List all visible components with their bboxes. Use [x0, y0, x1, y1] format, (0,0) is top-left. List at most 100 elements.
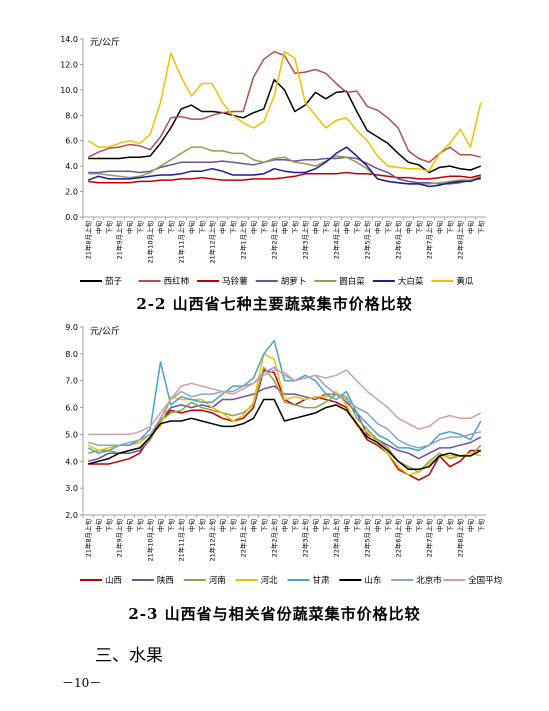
- y-axis-unit-label: 元/公斤: [90, 326, 120, 337]
- x-tick-label: 中旬: [280, 221, 289, 235]
- x-tick-label: 下旬: [228, 519, 237, 533]
- x-tick-label: 下旬: [166, 221, 175, 235]
- x-tick-label: 中旬: [249, 519, 258, 533]
- x-tick-label: 21年10月上旬: [146, 221, 155, 264]
- x-tick-label: 21年8月上旬: [84, 519, 93, 558]
- y-tick-label: 7.0: [65, 377, 78, 386]
- x-axis: 21年8月上旬 中旬 下旬 21年9月上旬 中旬 下旬 21年10月上旬 中旬 下旬 21年11月…: [82, 217, 485, 264]
- x-tick-label: 下旬: [383, 519, 392, 533]
- x-tick-label: 22年1月上旬: [239, 221, 248, 260]
- x-tick-label: 下旬: [197, 519, 206, 533]
- x-tick-label: 21年8月上旬: [84, 221, 93, 260]
- x-tick-label: 下旬: [352, 519, 361, 533]
- x-tick-label: 中旬: [218, 221, 227, 235]
- y-tick-label: 2.0: [65, 511, 78, 520]
- series-line: [87, 339, 482, 454]
- y-tick-label: 8.0: [65, 111, 78, 120]
- y-tick-label: 6.0: [65, 137, 78, 146]
- x-tick-label: 下旬: [290, 519, 299, 533]
- x-tick-label: 中旬: [373, 519, 382, 533]
- x-tick-label: 中旬: [156, 519, 165, 533]
- x-tick-label: 22年4月上旬: [332, 519, 341, 558]
- legend-label: 山东: [364, 575, 381, 586]
- x-tick-label: 中旬: [125, 519, 134, 533]
- series-line: [88, 369, 482, 436]
- y-tick-label: 3.0: [65, 484, 78, 493]
- series-line: [88, 366, 481, 449]
- x-tick-label: 21年12月上旬: [208, 221, 217, 264]
- x-tick-label: 中旬: [404, 519, 413, 533]
- legend-label: 西红柿: [164, 276, 190, 287]
- x-tick-label: 中旬: [280, 519, 289, 533]
- x-tick-label: 下旬: [135, 519, 144, 533]
- x-tick-label: 22年8月上旬: [456, 519, 465, 558]
- x-tick-label: 中旬: [187, 519, 196, 533]
- chart2-caption: 2-3 山西省与相关省份蔬菜集市价格比较: [128, 605, 421, 623]
- x-tick-label: 中旬: [435, 519, 444, 533]
- series-line: [87, 50, 481, 164]
- x-tick-label: 中旬: [249, 221, 258, 235]
- x-tick-label: 22年3月上旬: [301, 221, 310, 260]
- x-tick-label: 中旬: [94, 519, 103, 533]
- y-axis: 0.0 2.0 4.0 6.0 8.0 10.0 12.0 14.0: [60, 35, 486, 222]
- x-tick-label: 下旬: [414, 519, 423, 533]
- x-tick-label: 中旬: [404, 221, 413, 235]
- x-tick-label: 中旬: [311, 221, 320, 235]
- x-tick-label: 22年3月上旬: [301, 519, 310, 558]
- x-tick-label: 下旬: [414, 221, 423, 235]
- x-tick-label: 下旬: [445, 221, 454, 235]
- y-tick-label: 2.0: [65, 188, 78, 197]
- x-tick-label: 下旬: [476, 221, 485, 235]
- legend-label: 河北: [261, 575, 279, 586]
- x-tick-label: 中旬: [187, 221, 196, 235]
- x-tick-label: 下旬: [104, 221, 113, 235]
- y-axis-unit: 元/公斤: [90, 326, 120, 337]
- legend-label: 马铃薯: [222, 276, 248, 287]
- y-axis: 2.0 3.0 4.0 5.0 6.0 7.0 8.0 9.0: [65, 323, 486, 520]
- y-tick-label: 4.0: [65, 457, 78, 466]
- x-tick-label: 下旬: [259, 519, 268, 533]
- x-tick-label: 中旬: [218, 519, 227, 533]
- x-tick-label: 22年6月上旬: [394, 221, 403, 260]
- x-tick-label: 21年11月上旬: [177, 519, 186, 562]
- chart1-caption: 2-2 山西省七种主要蔬菜集市价格比较: [136, 295, 413, 313]
- x-tick-label: 中旬: [435, 221, 444, 235]
- x-tick-label: 下旬: [445, 519, 454, 533]
- x-tick-label: 中旬: [311, 519, 320, 533]
- y-axis-unit: 元/公斤: [90, 37, 120, 48]
- x-tick-label: 中旬: [94, 221, 103, 235]
- x-tick-label: 22年5月上旬: [363, 519, 372, 558]
- legend-label: 大白菜: [398, 276, 424, 287]
- x-tick-label: 中旬: [373, 221, 382, 235]
- x-tick-label: 21年10月上旬: [146, 519, 155, 562]
- x-tick-label: 21年9月上旬: [115, 519, 124, 558]
- series-line: [88, 78, 482, 174]
- legend: 茄子 西红柿 马铃薯 胡萝卜 圆白菜 大白菜 黄瓜: [80, 276, 474, 287]
- y-tick-label: 6.0: [65, 404, 78, 413]
- x-tick-label: 22年2月上旬: [270, 519, 279, 558]
- x-tick-label: 中旬: [466, 221, 475, 235]
- x-tick-label: 下旬: [321, 519, 330, 533]
- x-tick-label: 下旬: [259, 221, 268, 235]
- y-tick-label: 10.0: [60, 86, 78, 95]
- y-tick-label: 4.0: [65, 162, 78, 171]
- y-axis-unit-label: 元/公斤: [90, 37, 120, 48]
- y-tick-label: 12.0: [60, 60, 78, 69]
- legend-label: 胡萝卜: [281, 276, 307, 287]
- x-tick-label: 中旬: [342, 221, 351, 235]
- x-tick-label: 下旬: [166, 519, 175, 533]
- x-tick-label: 下旬: [352, 221, 361, 235]
- vegetable-price-chart: 元/公斤 0.0 2.0 4.0 6.0 8.0 10.0 12.0 14.0 21年8月上旬…: [60, 35, 486, 287]
- x-tick-label: 下旬: [321, 221, 330, 235]
- x-tick-label: 中旬: [466, 519, 475, 533]
- y-tick-label: 8.0: [65, 350, 78, 359]
- x-tick-label: 22年2月上旬: [270, 221, 279, 260]
- x-tick-label: 中旬: [156, 221, 165, 235]
- x-tick-label: 下旬: [290, 221, 299, 235]
- x-tick-label: 下旬: [197, 221, 206, 235]
- x-tick-label: 下旬: [228, 221, 237, 235]
- y-tick-label: 9.0: [65, 323, 78, 332]
- x-tick-label: 22年5月上旬: [363, 221, 372, 260]
- x-tick-label: 22年6月上旬: [394, 519, 403, 558]
- x-tick-label: 22年7月上旬: [425, 221, 434, 260]
